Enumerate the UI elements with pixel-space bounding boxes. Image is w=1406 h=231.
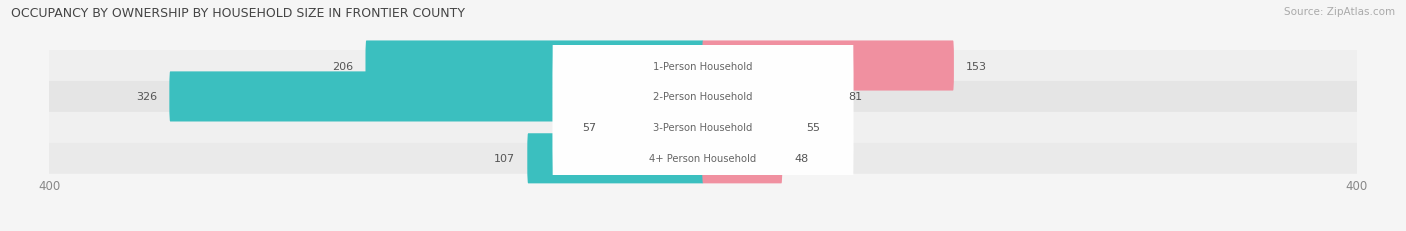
FancyBboxPatch shape [366,41,704,91]
Text: Source: ZipAtlas.com: Source: ZipAtlas.com [1284,7,1395,17]
Text: 1-Person Household: 1-Person Household [654,61,752,71]
Text: 48: 48 [794,154,808,164]
FancyBboxPatch shape [702,103,794,153]
FancyBboxPatch shape [553,27,853,167]
Text: 57: 57 [582,123,596,133]
FancyBboxPatch shape [702,134,782,184]
FancyBboxPatch shape [41,112,1365,143]
Text: 206: 206 [332,61,353,71]
Legend: Owner-occupied, Renter-occupied: Owner-occupied, Renter-occupied [576,228,830,231]
FancyBboxPatch shape [41,82,1365,112]
Text: 55: 55 [806,123,820,133]
Text: 153: 153 [966,61,987,71]
FancyBboxPatch shape [609,103,704,153]
FancyBboxPatch shape [553,58,853,198]
FancyBboxPatch shape [553,89,853,228]
FancyBboxPatch shape [41,51,1365,82]
Text: 4+ Person Household: 4+ Person Household [650,154,756,164]
Text: OCCUPANCY BY OWNERSHIP BY HOUSEHOLD SIZE IN FRONTIER COUNTY: OCCUPANCY BY OWNERSHIP BY HOUSEHOLD SIZE… [11,7,465,20]
Text: 326: 326 [136,92,157,102]
FancyBboxPatch shape [169,72,704,122]
FancyBboxPatch shape [702,41,953,91]
Text: 107: 107 [494,154,515,164]
Text: 3-Person Household: 3-Person Household [654,123,752,133]
FancyBboxPatch shape [702,72,837,122]
FancyBboxPatch shape [527,134,704,184]
FancyBboxPatch shape [41,143,1365,174]
Text: 2-Person Household: 2-Person Household [654,92,752,102]
FancyBboxPatch shape [553,0,853,136]
Text: 81: 81 [848,92,863,102]
